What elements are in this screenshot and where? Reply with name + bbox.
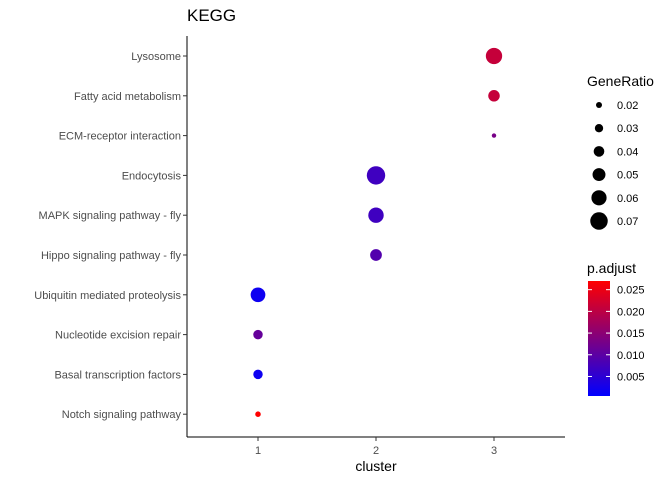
point [485,47,503,65]
y-tick-label: Fatty acid metabolism [74,91,181,103]
size-legend-label: 0.02 [617,100,638,112]
size-legend-label: 0.07 [617,216,638,228]
y-tick-label: Hippo signaling pathway - fly [41,250,182,262]
point [253,329,263,340]
color-legend-title: p.adjust [587,260,636,276]
point [255,411,261,417]
size-legend-key [590,212,608,230]
point [370,249,382,261]
point [366,166,386,185]
x-tick-label: 2 [373,445,379,457]
color-legend-label: 0.010 [617,350,645,362]
y-tick-label: ECM-receptor interaction [59,131,181,143]
size-legend: GeneRatio 0.02 0.03 0.04 0.05 0.06 0.07 [587,73,654,230]
x-axis-ticks: 1 2 3 [255,437,497,457]
color-legend: p.adjust 0.005 0.010 0.015 0.020 0.025 [587,260,645,396]
x-axis-title: cluster [355,458,397,474]
size-legend-label: 0.05 [617,170,638,182]
size-legend-key [594,124,604,133]
color-bar [588,281,610,396]
x-tick-label: 3 [491,445,497,457]
color-legend-label: 0.025 [617,285,645,297]
data-points [250,47,503,417]
size-legend-key [593,146,605,157]
y-tick-label: Ubiquitin mediated proteolysis [34,290,181,302]
y-tick-label: MAPK signaling pathway - fly [39,210,182,222]
point [368,207,384,223]
point [250,287,266,303]
color-legend-label: 0.015 [617,328,645,340]
size-legend-key [596,102,602,108]
y-tick-label: Lysosome [131,51,181,63]
size-legend-key [592,168,606,182]
y-tick-label: Basal transcription factors [54,369,181,381]
x-tick-label: 1 [255,445,261,457]
chart-title: KEGG [187,6,236,25]
point [488,90,500,102]
y-axis-ticks: Lysosome Fatty acid metabolism ECM-recepto… [34,51,187,421]
y-tick-label: Endocytosis [122,170,182,182]
plot-area: Lysosome Fatty acid metabolism ECM-recepto… [34,36,565,457]
color-legend-label: 0.020 [617,306,645,318]
y-tick-label: Nucleotide excision repair [55,330,181,342]
point [253,369,263,380]
y-tick-label: Notch signaling pathway [62,409,182,421]
size-legend-label: 0.06 [617,193,638,205]
color-legend-label: 0.005 [617,371,645,383]
size-legend-label: 0.03 [617,123,638,135]
size-legend-label: 0.04 [617,146,638,158]
size-legend-title: GeneRatio [587,73,654,89]
size-legend-key [591,190,607,206]
point [491,133,497,138]
